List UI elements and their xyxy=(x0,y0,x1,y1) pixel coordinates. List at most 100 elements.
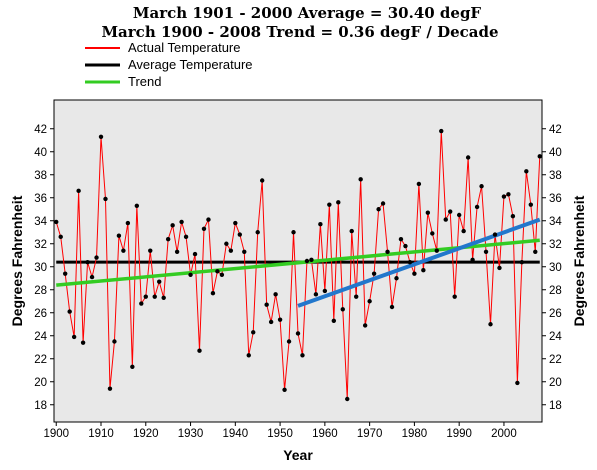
data-point xyxy=(327,202,332,207)
data-point xyxy=(367,299,372,304)
y-axis-label-left: Degrees Fahrenheit xyxy=(9,195,25,326)
y-tick-label-right: 26 xyxy=(549,308,562,320)
data-point xyxy=(452,294,457,299)
data-point xyxy=(470,257,475,263)
y-tick-label-left: 38 xyxy=(34,170,47,182)
data-point xyxy=(389,304,395,310)
data-point xyxy=(394,276,399,281)
data-point xyxy=(322,288,328,294)
x-tick-label: 1950 xyxy=(267,428,293,440)
data-point xyxy=(255,230,260,235)
data-point xyxy=(103,196,108,202)
data-points xyxy=(54,128,542,402)
x-tick-label: 1930 xyxy=(178,428,204,440)
data-point xyxy=(340,307,345,312)
y-tick-label-left: 28 xyxy=(34,285,47,297)
data-point xyxy=(533,249,538,254)
x-tick-label: 1980 xyxy=(402,428,428,440)
x-axis-label: Year xyxy=(283,447,313,463)
data-point xyxy=(58,234,63,240)
y-axis-label-right: Degrees Fahrenheit xyxy=(571,195,587,326)
x-tick-label: 1900 xyxy=(43,428,69,440)
y-tick-label-right: 34 xyxy=(549,216,562,228)
axis-ticks: 1900 1910 1920 1930 1940 1950 1960 1970 1980 1990… xyxy=(34,124,562,440)
data-point xyxy=(264,302,269,307)
data-point xyxy=(318,222,323,227)
y-tick-label-right: 38 xyxy=(549,170,562,182)
data-point xyxy=(510,213,516,219)
data-point xyxy=(54,219,59,225)
data-point xyxy=(80,340,86,345)
data-point xyxy=(483,249,489,254)
data-point xyxy=(62,271,68,276)
data-point xyxy=(331,318,337,323)
legend: Actual Temperature Average Temperature T… xyxy=(85,40,253,89)
y-tick-label-right: 32 xyxy=(549,239,562,251)
y-tick-label-right: 30 xyxy=(549,262,562,274)
legend-label-trend: Trend xyxy=(128,74,161,89)
data-point xyxy=(354,294,359,299)
y-tick-label-left: 34 xyxy=(34,216,47,228)
data-point xyxy=(134,203,140,208)
data-point xyxy=(380,201,386,206)
data-point xyxy=(371,271,377,276)
data-point xyxy=(71,334,77,340)
chart-subtitle: March 1900 - 2008 Trend = 0.36 degF / De… xyxy=(101,23,498,41)
y-tick-label-right: 28 xyxy=(549,285,562,297)
data-point xyxy=(425,210,431,215)
data-point xyxy=(465,155,471,160)
data-point xyxy=(524,169,529,174)
data-point xyxy=(148,248,153,253)
y-tick-label-right: 36 xyxy=(549,193,562,205)
y-tick-label-left: 20 xyxy=(34,377,47,389)
data-point xyxy=(291,230,296,235)
data-point xyxy=(67,309,72,314)
data-point xyxy=(345,396,350,402)
data-point xyxy=(456,212,462,218)
y-tick-label-left: 22 xyxy=(34,354,47,366)
data-point xyxy=(112,339,117,344)
data-point xyxy=(385,249,390,254)
data-point xyxy=(143,294,148,299)
y-tick-label-right: 40 xyxy=(549,147,562,159)
legend-label-actual: Actual Temperature xyxy=(128,40,241,55)
data-point xyxy=(515,380,520,386)
data-point xyxy=(349,228,354,234)
data-point xyxy=(89,274,95,280)
x-tick-label: 1970 xyxy=(357,428,383,440)
data-point xyxy=(537,154,542,159)
data-point xyxy=(152,294,157,299)
data-point xyxy=(237,232,242,237)
data-point xyxy=(376,207,381,212)
data-point xyxy=(443,217,448,222)
data-point xyxy=(201,226,207,231)
data-point xyxy=(219,272,225,277)
x-tick-label: 1910 xyxy=(88,428,114,440)
data-point xyxy=(362,323,368,328)
data-point xyxy=(188,272,193,277)
data-point xyxy=(174,249,180,254)
data-point xyxy=(94,255,99,260)
y-tick-label-left: 26 xyxy=(34,308,47,320)
y-tick-label-left: 32 xyxy=(34,239,47,251)
data-point xyxy=(497,265,502,271)
data-point xyxy=(268,319,274,325)
legend-label-average: Average Temperature xyxy=(128,57,253,72)
x-tick-label: 1920 xyxy=(133,428,159,440)
data-point xyxy=(228,248,234,253)
data-point xyxy=(76,188,81,194)
data-point xyxy=(519,259,525,265)
y-tick-label-left: 18 xyxy=(34,400,47,412)
data-point xyxy=(246,353,251,358)
data-point xyxy=(139,301,144,306)
data-point xyxy=(430,231,435,236)
data-point xyxy=(233,220,238,226)
data-point xyxy=(85,259,90,265)
data-point xyxy=(130,364,135,369)
x-tick-label: 1940 xyxy=(223,428,249,440)
data-point xyxy=(179,219,184,225)
data-point xyxy=(474,204,480,210)
data-point xyxy=(528,202,534,207)
data-point xyxy=(479,184,484,189)
x-tick-label: 2000 xyxy=(491,428,517,440)
